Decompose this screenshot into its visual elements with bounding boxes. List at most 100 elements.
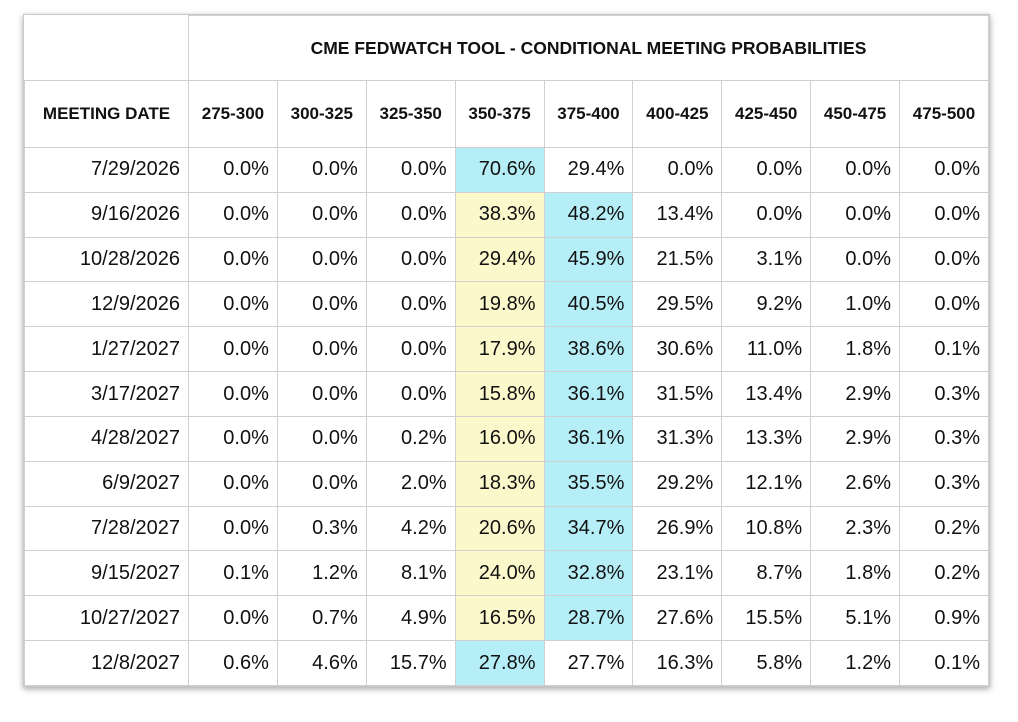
column-header-rate-range: 325-350 <box>365 80 456 148</box>
probability-cell: 21.5% <box>632 236 723 283</box>
table-row: 9/15/2027 0.1% 1.2% 8.1% 24.0% 32.8% 23.1% 8.7%… <box>24 550 989 597</box>
probability-cell: 36.1% <box>543 371 634 417</box>
probability-cell: 0.0% <box>276 191 367 238</box>
table-row: 4/28/2027 0.0% 0.0% 0.2% 16.0% 36.1% 31.3% 13.3… <box>24 415 989 462</box>
probability-cell: 0.9% <box>899 595 989 642</box>
probability-cell: 2.0% <box>365 460 456 507</box>
probability-cell: 1.0% <box>810 281 900 328</box>
probability-cell: 0.0% <box>810 191 900 238</box>
probability-cell: 4.6% <box>276 640 367 686</box>
probability-cell: 45.9% <box>543 236 634 283</box>
meeting-date-cell: 9/15/2027 <box>24 550 189 597</box>
probability-cell: 0.0% <box>365 191 456 238</box>
probability-cell: 0.0% <box>365 147 456 193</box>
table-row: 9/16/2026 0.0% 0.0% 0.0% 38.3% 48.2% 13.4% 0.0%… <box>24 191 989 238</box>
probability-cell: 2.9% <box>810 371 900 417</box>
probability-cell: 0.0% <box>721 147 812 193</box>
probability-cell: 0.0% <box>188 505 278 552</box>
probability-table-panel: CME FEDWATCH TOOL - CONDITIONAL MEETING … <box>23 14 990 687</box>
table-row: 7/28/2027 0.0% 0.3% 4.2% 20.6% 34.7% 26.9% 10.8… <box>24 505 989 552</box>
probability-cell: 27.8% <box>454 640 545 686</box>
probability-cell: 0.0% <box>899 191 989 238</box>
probability-cell: 18.3% <box>454 460 545 507</box>
probability-cell: 2.9% <box>810 415 900 462</box>
probability-cell: 1.2% <box>276 550 367 597</box>
probability-cell: 19.8% <box>454 281 545 328</box>
probability-cell: 13.4% <box>721 371 812 417</box>
meeting-date-cell: 12/8/2027 <box>24 640 189 686</box>
probability-cell: 10.8% <box>721 505 812 552</box>
probability-cell: 0.0% <box>899 147 989 193</box>
probability-cell: 0.1% <box>899 326 989 373</box>
probability-cell: 5.1% <box>810 595 900 642</box>
probability-cell: 36.1% <box>543 415 634 462</box>
probability-cell: 0.0% <box>365 281 456 328</box>
probability-cell: 20.6% <box>454 505 545 552</box>
probability-cell: 5.8% <box>721 640 812 686</box>
probability-cell: 31.3% <box>632 415 723 462</box>
probability-cell: 12.1% <box>721 460 812 507</box>
probability-cell: 8.7% <box>721 550 812 597</box>
probability-cell: 0.6% <box>188 640 278 686</box>
probability-cell: 29.2% <box>632 460 723 507</box>
probability-cell: 29.5% <box>632 281 723 328</box>
meeting-date-cell: 1/27/2027 <box>24 326 189 373</box>
column-header-rate-range: 300-325 <box>276 80 367 148</box>
probability-cell: 0.0% <box>276 460 367 507</box>
table-row: 12/9/2026 0.0% 0.0% 0.0% 19.8% 40.5% 29.5% 9.2%… <box>24 281 989 328</box>
meeting-date-cell: 7/28/2027 <box>24 505 189 552</box>
probability-cell: 2.3% <box>810 505 900 552</box>
probability-cell: 13.4% <box>632 191 723 238</box>
probability-cell: 35.5% <box>543 460 634 507</box>
probability-cell: 27.6% <box>632 595 723 642</box>
probability-cell: 0.3% <box>899 371 989 417</box>
column-header-rate-range: 475-500 <box>899 80 989 148</box>
probability-cell: 11.0% <box>721 326 812 373</box>
probability-cell: 1.2% <box>810 640 900 686</box>
table-row: 6/9/2027 0.0% 0.0% 2.0% 18.3% 35.5% 29.2% 12.1%… <box>24 460 989 507</box>
probability-cell: 70.6% <box>454 147 545 193</box>
probability-cell: 0.2% <box>899 550 989 597</box>
probability-cell: 0.0% <box>188 281 278 328</box>
probability-cell: 9.2% <box>721 281 812 328</box>
probability-cell: 0.3% <box>276 505 367 552</box>
meeting-date-cell: 4/28/2027 <box>24 415 189 462</box>
table-body: 7/29/2026 0.0% 0.0% 0.0% 70.6% 29.4% 0.0% 0.0% 0… <box>24 147 989 686</box>
probability-cell: 30.6% <box>632 326 723 373</box>
probability-cell: 32.8% <box>543 550 634 597</box>
probability-cell: 0.2% <box>899 505 989 552</box>
probability-cell: 0.0% <box>188 371 278 417</box>
probability-cell: 0.1% <box>188 550 278 597</box>
probability-cell: 16.0% <box>454 415 545 462</box>
table-row: 10/28/2026 0.0% 0.0% 0.0% 29.4% 45.9% 21.5% 3.1… <box>24 236 989 283</box>
probability-cell: 0.0% <box>365 326 456 373</box>
probability-cell: 8.1% <box>365 550 456 597</box>
probability-cell: 38.6% <box>543 326 634 373</box>
table-row: 1/27/2027 0.0% 0.0% 0.0% 17.9% 38.6% 30.6% 11.0… <box>24 326 989 373</box>
column-header-rate-range: 425-450 <box>721 80 812 148</box>
probability-cell: 16.5% <box>454 595 545 642</box>
meeting-date-cell: 10/27/2027 <box>24 595 189 642</box>
probability-cell: 31.5% <box>632 371 723 417</box>
probability-cell: 4.9% <box>365 595 456 642</box>
probability-cell: 1.8% <box>810 326 900 373</box>
probability-cell: 0.0% <box>188 460 278 507</box>
probability-cell: 48.2% <box>543 191 634 238</box>
probability-cell: 0.0% <box>188 147 278 193</box>
probability-table: CME FEDWATCH TOOL - CONDITIONAL MEETING … <box>24 15 989 686</box>
probability-cell: 29.4% <box>543 147 634 193</box>
probability-cell: 0.0% <box>721 191 812 238</box>
probability-cell: 0.0% <box>810 147 900 193</box>
probability-cell: 0.0% <box>188 191 278 238</box>
meeting-date-cell: 6/9/2027 <box>24 460 189 507</box>
probability-cell: 29.4% <box>454 236 545 283</box>
probability-cell: 0.0% <box>276 236 367 283</box>
probability-cell: 0.0% <box>810 236 900 283</box>
probability-cell: 15.5% <box>721 595 812 642</box>
probability-cell: 0.0% <box>899 236 989 283</box>
column-header-rate-range: 400-425 <box>632 80 723 148</box>
probability-cell: 0.3% <box>899 460 989 507</box>
probability-cell: 34.7% <box>543 505 634 552</box>
column-header-rate-range: 350-375 <box>454 80 545 148</box>
probability-cell: 0.0% <box>276 147 367 193</box>
